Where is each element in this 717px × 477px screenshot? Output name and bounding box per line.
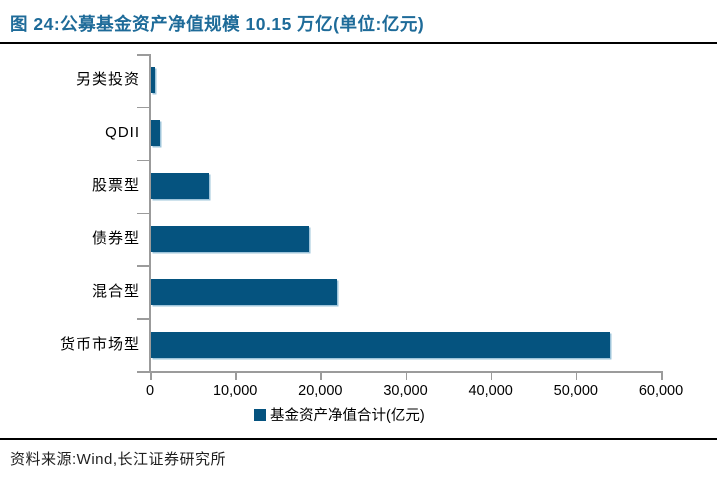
- y-axis-tick: [137, 54, 149, 56]
- x-axis-label: 30,000: [383, 383, 428, 399]
- x-axis: [137, 371, 663, 373]
- y-axis-tick: [137, 159, 149, 162]
- category-label-5: 混合型: [91, 282, 140, 300]
- source-note: 资料来源:Wind,长江证券研究所: [10, 451, 227, 468]
- x-axis-tick: [490, 373, 493, 380]
- bar-4: [151, 225, 310, 252]
- category-label-4: 债券型: [91, 229, 140, 247]
- bar-5: [151, 278, 337, 305]
- title-divider: [0, 42, 717, 44]
- x-axis-label: 20,000: [298, 383, 343, 399]
- x-axis-label: 60,000: [638, 383, 684, 399]
- source-divider: [0, 438, 717, 440]
- x-axis-tick: [320, 373, 322, 380]
- bar-2: [151, 120, 160, 147]
- fund-nav-bar-chart: 另类投资 QDII 股票型债券型混合型货币市场型 0 10,000 20,000 30,00…: [0, 46, 717, 436]
- category-label-3: 股票型: [91, 177, 140, 195]
- x-axis-tick: [405, 373, 407, 380]
- bar-1: [151, 67, 156, 94]
- x-axis-label: 40,000: [468, 383, 513, 399]
- x-axis-tick: [661, 373, 663, 380]
- bar-3: [151, 173, 209, 200]
- y-axis-tick: [137, 371, 149, 373]
- y-axis-tick: [137, 106, 149, 109]
- y-axis: [149, 54, 151, 373]
- x-axis-tick: [575, 373, 578, 380]
- legend-square-icon: [254, 408, 266, 421]
- x-axis-label: 50,000: [553, 383, 598, 399]
- y-axis-tick: [137, 212, 149, 214]
- chart-legend: 基金资产净值合计(亿元): [254, 404, 425, 425]
- x-axis-label: 10,000: [212, 383, 258, 399]
- x-axis-tick: [150, 373, 152, 380]
- x-axis-tick: [235, 373, 237, 380]
- category-label-2: QDII: [105, 124, 140, 142]
- x-axis-label: 0: [145, 383, 155, 399]
- bar-6: [151, 331, 610, 358]
- y-axis-tick: [137, 318, 149, 320]
- legend-label: 基金资产净值合计(亿元): [270, 408, 425, 424]
- category-label-6: 货币市场型: [59, 335, 140, 353]
- category-label-1: 另类投资: [75, 71, 140, 89]
- figure-title: 图 24:公募基金资产净值规模 10.15 万亿(单位:亿元): [10, 14, 425, 34]
- y-axis-tick: [137, 265, 149, 267]
